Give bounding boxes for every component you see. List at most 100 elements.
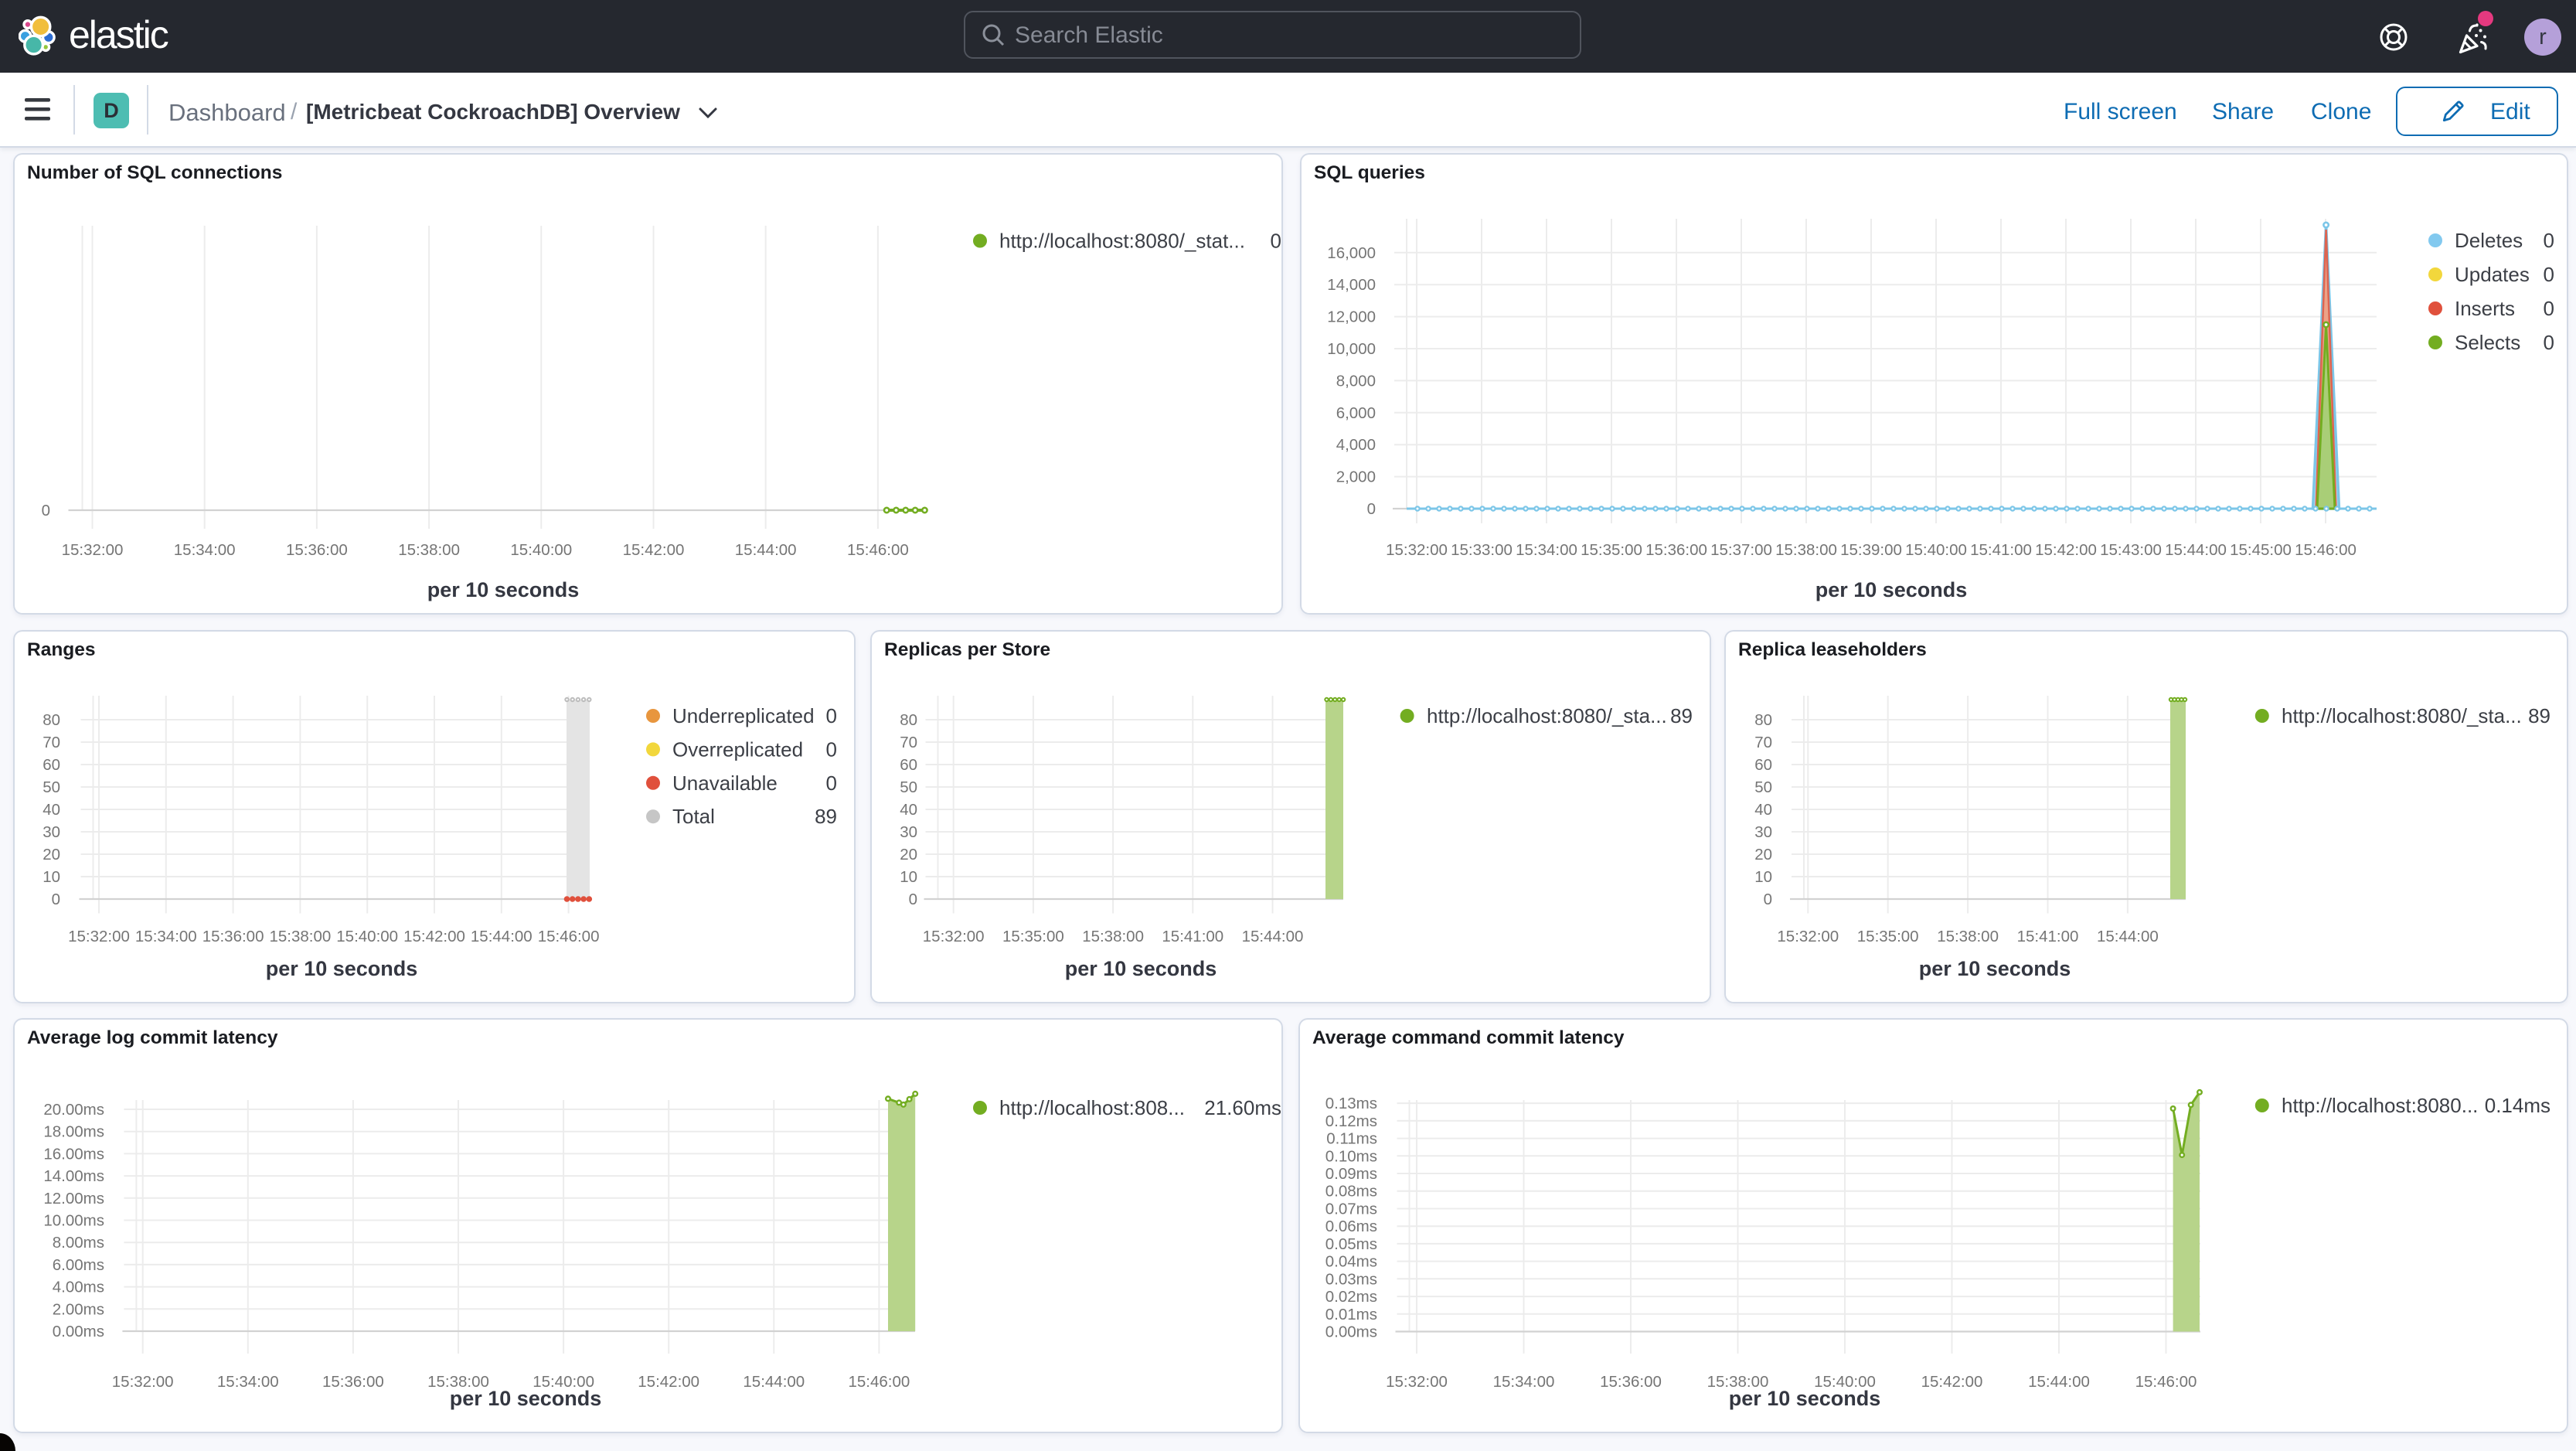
svg-text:14,000: 14,000 bbox=[1327, 276, 1376, 294]
svg-text:12.00ms: 12.00ms bbox=[43, 1190, 104, 1207]
svg-text:15:38:00: 15:38:00 bbox=[398, 541, 460, 559]
svg-text:70: 70 bbox=[43, 734, 60, 751]
svg-text:0: 0 bbox=[826, 737, 837, 761]
svg-text:40: 40 bbox=[43, 801, 60, 819]
svg-text:50: 50 bbox=[900, 778, 917, 796]
svg-text:89: 89 bbox=[1670, 704, 1693, 727]
svg-text:15:40:00: 15:40:00 bbox=[1814, 1373, 1876, 1391]
svg-text:40: 40 bbox=[1754, 801, 1772, 819]
svg-text:per 10 seconds: per 10 seconds bbox=[427, 578, 580, 601]
svg-text:0.09ms: 0.09ms bbox=[1325, 1165, 1377, 1183]
svg-text:10: 10 bbox=[900, 868, 917, 886]
svg-text:0: 0 bbox=[1271, 230, 1281, 253]
svg-text:15:32:00: 15:32:00 bbox=[923, 928, 985, 945]
svg-text:Updates: Updates bbox=[2455, 263, 2530, 286]
svg-text:0: 0 bbox=[2544, 331, 2554, 354]
svg-text:0.08ms: 0.08ms bbox=[1325, 1183, 1377, 1201]
svg-text:Unavailable: Unavailable bbox=[672, 771, 778, 795]
svg-text:80: 80 bbox=[43, 711, 60, 729]
svg-text:50: 50 bbox=[1754, 778, 1772, 796]
svg-text:10: 10 bbox=[1754, 868, 1772, 886]
svg-text:80: 80 bbox=[1754, 711, 1772, 729]
svg-text:15:46:00: 15:46:00 bbox=[2135, 1373, 2197, 1391]
svg-text:20: 20 bbox=[43, 846, 60, 863]
svg-text:15:46:00: 15:46:00 bbox=[847, 541, 909, 559]
svg-text:per 10 seconds: per 10 seconds bbox=[1815, 578, 1968, 601]
svg-text:15:36:00: 15:36:00 bbox=[1600, 1373, 1662, 1391]
svg-text:0.07ms: 0.07ms bbox=[1325, 1201, 1377, 1218]
svg-text:0.04ms: 0.04ms bbox=[1325, 1253, 1377, 1271]
svg-text:15:44:00: 15:44:00 bbox=[1242, 928, 1304, 945]
svg-text:15:43:00: 15:43:00 bbox=[2100, 541, 2162, 559]
svg-text:2.00ms: 2.00ms bbox=[53, 1300, 104, 1318]
svg-text:per 10 seconds: per 10 seconds bbox=[1729, 1387, 1881, 1410]
svg-text:15:33:00: 15:33:00 bbox=[1451, 541, 1513, 559]
svg-text:15:38:00: 15:38:00 bbox=[1082, 928, 1144, 945]
svg-text:15:40:00: 15:40:00 bbox=[510, 541, 572, 559]
svg-text:0.02ms: 0.02ms bbox=[1325, 1288, 1377, 1306]
svg-text:15:32:00: 15:32:00 bbox=[1386, 541, 1448, 559]
svg-text:60: 60 bbox=[900, 756, 917, 774]
svg-text:16.00ms: 16.00ms bbox=[43, 1145, 104, 1163]
svg-text:60: 60 bbox=[43, 756, 60, 774]
svg-text:15:46:00: 15:46:00 bbox=[2295, 541, 2357, 559]
svg-text:15:34:00: 15:34:00 bbox=[1516, 541, 1577, 559]
svg-text:15:34:00: 15:34:00 bbox=[174, 541, 236, 559]
svg-text:0.01ms: 0.01ms bbox=[1325, 1306, 1377, 1323]
svg-text:15:36:00: 15:36:00 bbox=[202, 928, 264, 945]
svg-text:50: 50 bbox=[43, 778, 60, 796]
svg-text:15:32:00: 15:32:00 bbox=[112, 1373, 174, 1391]
svg-text:18.00ms: 18.00ms bbox=[43, 1123, 104, 1141]
svg-text:15:42:00: 15:42:00 bbox=[623, 541, 685, 559]
svg-text:0: 0 bbox=[826, 771, 837, 795]
svg-text:15:38:00: 15:38:00 bbox=[1707, 1373, 1769, 1391]
svg-text:12,000: 12,000 bbox=[1327, 308, 1376, 326]
svg-text:2,000: 2,000 bbox=[1336, 468, 1376, 486]
svg-text:0.00ms: 0.00ms bbox=[53, 1323, 104, 1340]
svg-text:0: 0 bbox=[52, 891, 60, 908]
svg-text:15:40:00: 15:40:00 bbox=[1905, 541, 1967, 559]
svg-text:15:38:00: 15:38:00 bbox=[1937, 928, 1999, 945]
svg-text:70: 70 bbox=[900, 734, 917, 751]
svg-text:6,000: 6,000 bbox=[1336, 404, 1376, 422]
svg-text:http://localhost:8080/_stat...: http://localhost:8080/_stat... bbox=[999, 230, 1245, 253]
svg-text:http://localhost:8080/_sta...: http://localhost:8080/_sta... bbox=[2282, 704, 2522, 727]
svg-text:15:40:00: 15:40:00 bbox=[533, 1373, 594, 1391]
svg-text:0.03ms: 0.03ms bbox=[1325, 1270, 1377, 1288]
svg-text:21.60ms: 21.60ms bbox=[1204, 1096, 1281, 1119]
svg-text:15:41:00: 15:41:00 bbox=[1970, 541, 2032, 559]
svg-text:15:37:00: 15:37:00 bbox=[1710, 541, 1772, 559]
svg-text:15:35:00: 15:35:00 bbox=[1857, 928, 1919, 945]
svg-text:4.00ms: 4.00ms bbox=[53, 1279, 104, 1296]
svg-text:15:42:00: 15:42:00 bbox=[403, 928, 465, 945]
svg-text:0: 0 bbox=[2544, 229, 2554, 252]
svg-text:http://localhost:808...: http://localhost:808... bbox=[999, 1096, 1185, 1119]
svg-text:15:35:00: 15:35:00 bbox=[1002, 928, 1064, 945]
svg-text:10,000: 10,000 bbox=[1327, 340, 1376, 358]
svg-text:8,000: 8,000 bbox=[1336, 372, 1376, 390]
svg-text:15:42:00: 15:42:00 bbox=[1921, 1373, 1983, 1391]
svg-text:per 10 seconds: per 10 seconds bbox=[266, 957, 418, 980]
svg-text:Deletes: Deletes bbox=[2455, 229, 2523, 252]
svg-text:15:34:00: 15:34:00 bbox=[1493, 1373, 1555, 1391]
svg-text:15:40:00: 15:40:00 bbox=[336, 928, 398, 945]
svg-text:15:42:00: 15:42:00 bbox=[2035, 541, 2097, 559]
svg-text:15:44:00: 15:44:00 bbox=[471, 928, 533, 945]
svg-text:15:36:00: 15:36:00 bbox=[1645, 541, 1707, 559]
svg-text:15:38:00: 15:38:00 bbox=[427, 1373, 489, 1391]
svg-text:per 10 seconds: per 10 seconds bbox=[1919, 957, 2071, 980]
svg-text:10.00ms: 10.00ms bbox=[43, 1212, 104, 1230]
svg-text:0: 0 bbox=[909, 891, 917, 908]
svg-text:15:44:00: 15:44:00 bbox=[2028, 1373, 2090, 1391]
svg-text:http://localhost:8080...: http://localhost:8080... bbox=[2282, 1094, 2478, 1117]
svg-text:15:34:00: 15:34:00 bbox=[217, 1373, 279, 1391]
svg-text:20.00ms: 20.00ms bbox=[43, 1101, 104, 1119]
svg-text:15:45:00: 15:45:00 bbox=[2230, 541, 2292, 559]
svg-text:0.12ms: 0.12ms bbox=[1325, 1112, 1377, 1130]
svg-text:15:46:00: 15:46:00 bbox=[538, 928, 600, 945]
svg-text:15:32:00: 15:32:00 bbox=[62, 541, 124, 559]
svg-text:8.00ms: 8.00ms bbox=[53, 1234, 104, 1252]
svg-text:15:46:00: 15:46:00 bbox=[848, 1373, 910, 1391]
svg-text:4,000: 4,000 bbox=[1336, 436, 1376, 454]
svg-text:15:38:00: 15:38:00 bbox=[269, 928, 331, 945]
